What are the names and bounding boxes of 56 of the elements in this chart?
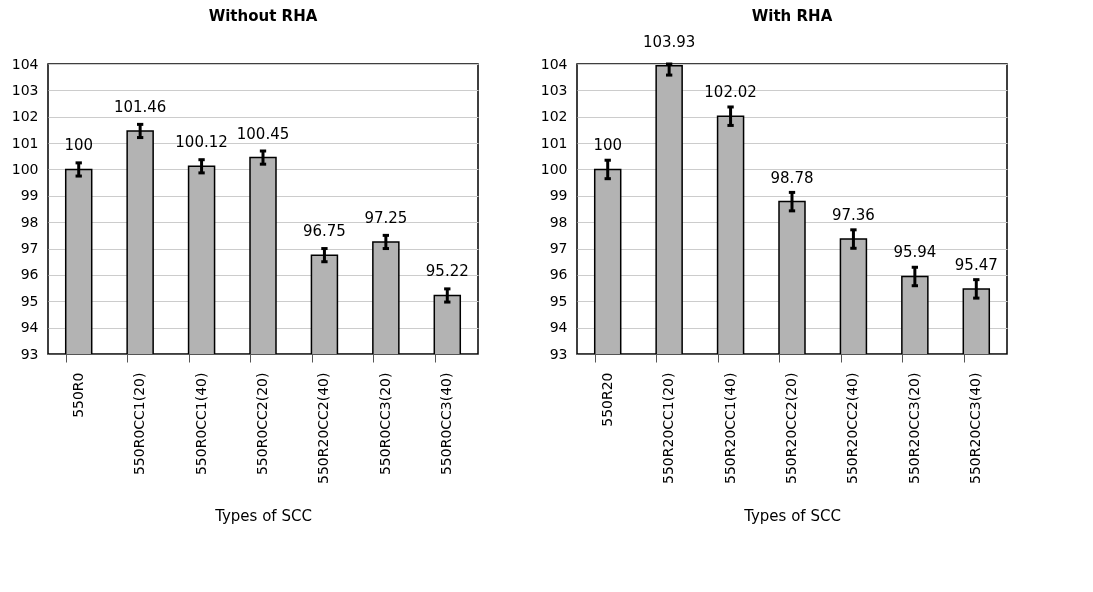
y-tick-label: 95: [549, 292, 568, 309]
x-tick-label: 550R0CC1(40): [192, 372, 209, 476]
x-tick-label: 550R20CC1(40): [721, 372, 738, 484]
x-tick-label: 550R20CC2(20): [783, 372, 799, 484]
y-tick-label: 102: [11, 108, 39, 125]
y-tick-label: 102: [540, 108, 568, 125]
data-label: 97.36: [831, 206, 875, 225]
chart-title: Without RHA: [208, 7, 318, 25]
x-tick-label: 550R20CC1(20): [660, 372, 677, 484]
data-label: 98.78: [770, 168, 814, 187]
data-label: 95.47: [954, 255, 998, 274]
y-tick-label: 103: [11, 81, 39, 98]
y-tick-label: 97: [549, 240, 568, 257]
x-tick-label: 550R0CC1(20): [131, 372, 148, 476]
x-tick-label: 550R20CC3(40): [967, 372, 984, 484]
y-tick-label: 93: [20, 345, 39, 362]
y-tick-label: 103: [540, 81, 568, 98]
y-tick-label: 94: [549, 319, 568, 336]
y-tick-label: 96: [20, 266, 39, 283]
y-tick-label: 99: [549, 187, 568, 204]
data-label: 97.25: [364, 208, 408, 227]
y-tick-label: 95: [20, 292, 39, 309]
y-tick-label: 101: [540, 134, 568, 151]
y-tick-label: 104: [11, 55, 39, 72]
y-tick-label: 98: [549, 213, 568, 230]
x-tick-label: 550R0CC3(40): [438, 372, 455, 476]
data-label: 102.02: [704, 83, 757, 102]
x-axis-title: Types of SCC: [743, 506, 841, 525]
x-tick-label: 550R0CC3(20): [376, 372, 393, 476]
x-tick-label: 550R0: [69, 372, 86, 418]
chart-title: With RHA: [751, 7, 833, 25]
data-label: 95.22: [425, 262, 469, 281]
data-label: 100.45: [236, 124, 290, 143]
data-label: 100: [64, 136, 94, 155]
y-tick-label: 101: [11, 134, 39, 151]
y-tick-label: 100: [11, 160, 39, 177]
data-label: 100.12: [175, 133, 228, 152]
x-axis-title: Types of SCC: [214, 506, 312, 525]
x-tick-label: 550R20CC2(40): [844, 372, 861, 484]
y-tick-label: 104: [540, 55, 568, 72]
data-label: 96.75: [302, 222, 346, 241]
y-tick-label: 93: [549, 345, 568, 362]
data-label: 103.93: [642, 32, 696, 51]
y-tick-label: 97: [20, 240, 39, 257]
y-tick-label: 99: [20, 187, 39, 204]
y-tick-label: 96: [549, 266, 568, 283]
data-label: 101.46: [113, 97, 167, 116]
x-tick-label: 550R20: [598, 372, 615, 427]
y-tick-label: 94: [20, 319, 39, 336]
x-tick-label: 550R0CC2(20): [254, 372, 270, 476]
x-tick-label: 550R20CC2(40): [315, 372, 332, 484]
x-tick-label: 550R20CC3(20): [905, 372, 922, 484]
data-label: 95.94: [893, 243, 937, 262]
y-tick-label: 98: [20, 213, 39, 230]
data-label: 100: [593, 136, 623, 155]
y-tick-label: 100: [540, 160, 568, 177]
